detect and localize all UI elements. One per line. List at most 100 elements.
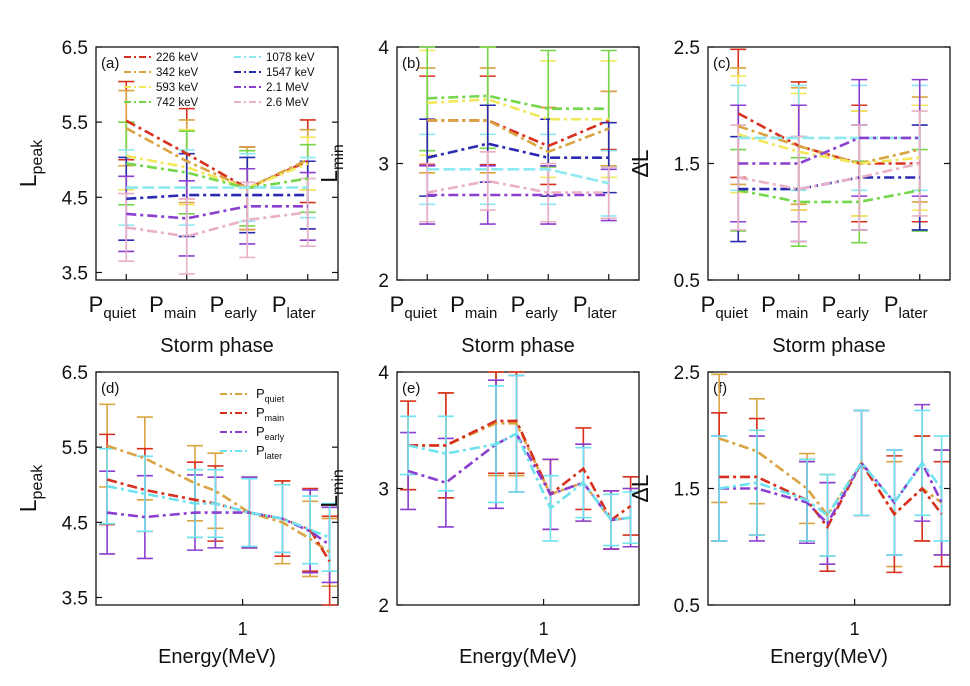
x-tick-label-sub: main (465, 305, 498, 322)
y-tick-label: 5.5 (62, 113, 88, 134)
x-tick-label: Pquiet (89, 292, 137, 322)
x-tick-label-main: P (149, 292, 164, 317)
series-7 (730, 110, 928, 243)
series-7 (419, 151, 617, 223)
series-line (719, 460, 943, 530)
y-tick-label: 2.5 (674, 38, 700, 59)
y-axis-label-main: ΔL (627, 474, 653, 502)
x-tick-label: Pmain (149, 292, 196, 322)
y-axis-label-group: ΔL (627, 149, 653, 177)
y-axis-label-group: ΔL (627, 474, 653, 502)
y-tick-label: 3.5 (62, 588, 88, 609)
y-tick-label: 6.5 (62, 38, 88, 59)
y-tick-label: 0.5 (674, 271, 700, 292)
series-line (408, 419, 632, 522)
panel-label: (d) (101, 380, 119, 397)
series-line (737, 112, 920, 165)
panel-label: (c) (713, 55, 731, 72)
series-line (427, 119, 610, 148)
y-axis-label-main: L (316, 170, 342, 183)
panel-f: 2.5 1.5 0.5 1 Energy(MeV) ΔL (f) (627, 363, 951, 668)
series-3 (419, 46, 617, 168)
x-tick-label-sub: quiet (103, 305, 136, 322)
x-tick-label: Pmain (761, 292, 808, 322)
y-axis-label: ΔL (627, 474, 653, 502)
x-tick-label-main: P (884, 292, 899, 317)
x-tick-label-sub: early (224, 305, 257, 322)
series-line (106, 444, 331, 554)
y-tick-label: 4.5 (62, 513, 88, 534)
series-line (126, 193, 308, 201)
y-axis-label-sub: min (330, 144, 347, 170)
legend-label-main: P (256, 424, 265, 439)
legend-label-main: P (256, 405, 265, 420)
y-tick-label: 1.5 (674, 155, 700, 176)
x-tick-label-main: P (390, 292, 405, 317)
x-tick-label-main: P (573, 292, 588, 317)
x-tick-label: 1 (238, 619, 248, 639)
series-line (427, 142, 609, 159)
legend-label-sub: early (265, 432, 285, 442)
x-tick-label-sub: quiet (715, 305, 748, 322)
y-axis-label: ΔL (627, 149, 653, 177)
series-line (427, 179, 609, 194)
x-tick-label-main: P (701, 292, 716, 317)
series-line (407, 431, 631, 522)
series-line (106, 511, 331, 546)
series-1 (400, 371, 639, 550)
series-line (719, 460, 943, 526)
series-line (737, 133, 920, 165)
legend-label: Pearly (256, 424, 285, 442)
x-axis-label: Energy(MeV) (459, 646, 577, 668)
x-tick-label-sub: later (588, 305, 617, 322)
series-3 (400, 374, 639, 547)
x-tick-label-sub: early (836, 305, 869, 322)
series-line (718, 460, 943, 518)
series-7 (118, 177, 316, 275)
legend-label: Pquiet (256, 386, 285, 404)
y-axis-label-main: L (316, 495, 342, 508)
y-axis-label-sub: peak (29, 464, 46, 500)
series-2 (400, 374, 639, 550)
series-0 (711, 373, 950, 568)
series-1 (711, 409, 950, 574)
legend-label: 1547 keV (266, 67, 315, 79)
x-tick-label: Pquiet (701, 292, 749, 322)
series-line (427, 94, 609, 110)
y-axis-label: Lmin (316, 469, 347, 508)
x-tick-label: Pearly (822, 292, 870, 322)
panel-e: 4 3 2 1 Energy(MeV) Lmin (e) (316, 363, 640, 668)
y-axis-label: Lmin (316, 144, 347, 183)
y-tick-label: 3 (378, 480, 389, 501)
legend-label-main: P (256, 386, 265, 401)
legend-label-main: P (256, 443, 265, 458)
series-line (427, 98, 609, 121)
legend-label: 1078 keV (266, 52, 315, 64)
y-tick-label: 2.5 (674, 363, 700, 384)
plot-frame (95, 46, 339, 281)
series-line (407, 431, 631, 522)
plot-frame (396, 371, 640, 606)
series-line (738, 189, 921, 204)
x-tick-label-sub: main (776, 305, 809, 322)
x-tick-label: 1 (850, 619, 860, 639)
series-0 (99, 403, 338, 588)
panel-label: (b) (402, 55, 420, 72)
y-tick-label: 3.5 (62, 263, 88, 284)
y-tick-label: 3 (378, 155, 389, 176)
y-tick-label: 1.5 (674, 480, 700, 501)
x-axis-label: Energy(MeV) (158, 646, 276, 668)
legend-label-sub: main (265, 413, 285, 423)
y-axis-label-group: Lmin (316, 469, 347, 508)
y-tick-label: 4 (378, 38, 389, 59)
series-1 (99, 433, 338, 606)
series-2 (118, 121, 316, 227)
x-axis-label: Storm phase (160, 335, 273, 357)
y-axis-label-main: L (15, 499, 41, 512)
series-3 (118, 121, 316, 227)
